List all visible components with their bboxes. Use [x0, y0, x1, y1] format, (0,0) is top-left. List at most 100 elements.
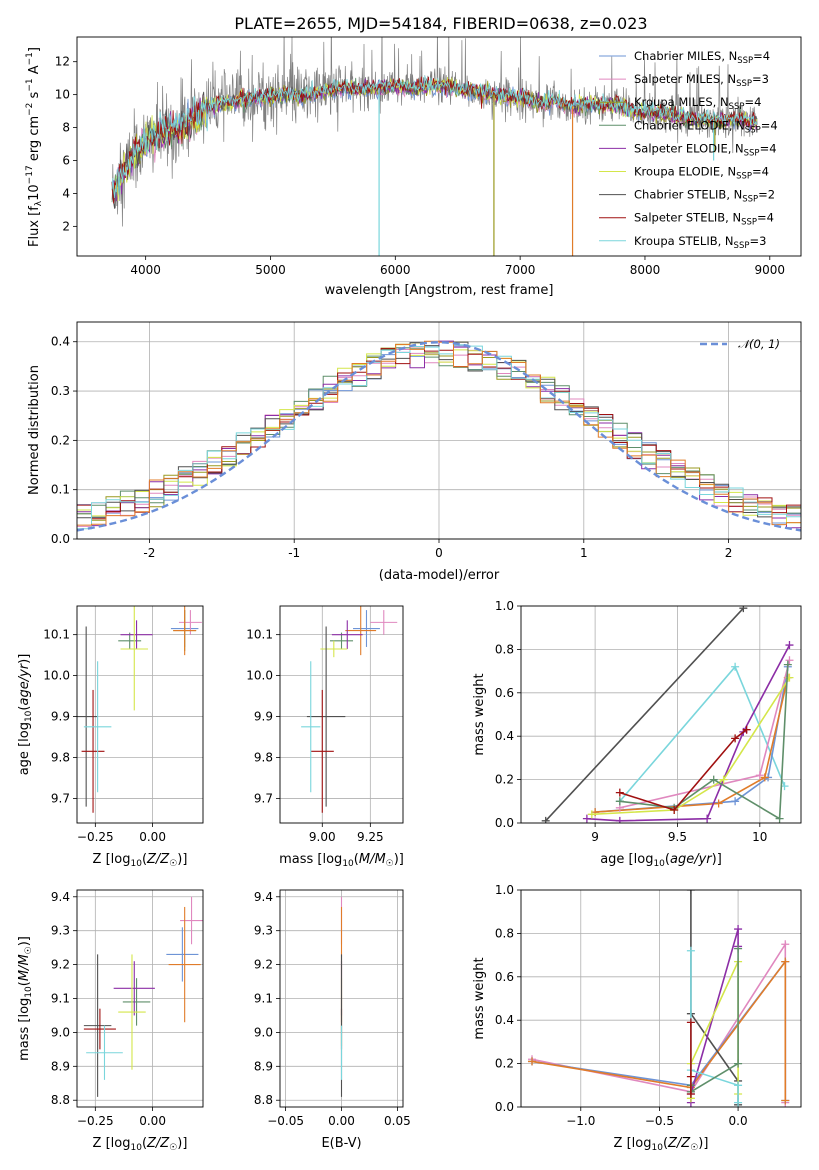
x-axis-label: E(B-V)	[321, 1136, 361, 1151]
weight-marker	[781, 940, 790, 949]
y-tick-label: 0.0	[51, 532, 70, 546]
weight-marker	[755, 771, 764, 780]
spectrum-panel: 4000 5000 6000 7000 8000 9000 2 4 6 8 10 12 waveleng…	[25, 36, 802, 298]
y-tick-label: 2	[62, 219, 70, 233]
x-tick-label: 9000	[755, 263, 786, 277]
x-tick-label: 6000	[380, 263, 411, 277]
legend-entry: 𝒩(0, 1)	[738, 337, 780, 351]
y-axis-label: mass weight	[472, 957, 487, 1039]
weight-marker	[703, 814, 712, 823]
x-tick-label: -2	[143, 546, 155, 560]
y-tick-label: 0.4	[495, 729, 514, 743]
weight-marker	[739, 606, 748, 613]
y-tick-label: 0.8	[495, 926, 514, 940]
legend-entry: Kroupa ELODIE, NSSP=4	[634, 165, 769, 182]
legend-entry: Salpeter MILES, NSSP=3	[634, 72, 769, 89]
x-tick-label: −0.5	[645, 1114, 674, 1128]
x-tick-label: 7000	[505, 263, 536, 277]
legend-entry: Chabrier ELODIE, NSSP=4	[634, 118, 778, 135]
weight-marker	[734, 1098, 743, 1107]
axes-frame	[76, 605, 204, 824]
model-spectrum-line	[111, 74, 758, 199]
y-tick-label: 9.3	[254, 924, 273, 938]
weight-marker	[686, 946, 695, 955]
x-tick-label: 5000	[255, 263, 286, 277]
legend-entry: Salpeter STELIB, NSSP=4	[634, 211, 774, 228]
weight-marker	[686, 1089, 695, 1098]
x-axis-label: Z [log10(Z/Z☉)]	[93, 1136, 188, 1153]
plot-area	[541, 606, 794, 823]
y-tick-label: 1.0	[495, 599, 514, 613]
y-tick-label: 12	[55, 55, 70, 69]
axes-frame	[520, 889, 802, 1108]
y-tick-label: 9.1	[254, 992, 273, 1006]
y-tick-label: 10.1	[246, 628, 273, 642]
age-vs-metallicity-panel: −0.25 0.00 9.7 9.8 9.9 10.0 10.1 Z [log10(Z/Z☉)…	[17, 605, 204, 869]
axes-frame	[76, 321, 802, 540]
weight-series-line	[545, 607, 744, 822]
y-tick-label: 9.9	[51, 710, 70, 724]
legend-entry: Chabrier STELIB, NSSP=2	[634, 188, 775, 205]
weight-series-line	[531, 941, 787, 1103]
histogram-step-line	[77, 340, 801, 526]
y-tick-label: 10.0	[246, 669, 273, 683]
axes-frame	[279, 605, 404, 824]
x-tick-label: −1.0	[566, 1114, 595, 1128]
x-tick-label: 0	[435, 546, 443, 560]
weight-marker	[734, 1059, 743, 1068]
x-tick-label: 9	[591, 830, 599, 844]
x-tick-label: 9.00	[309, 830, 336, 844]
grid-lines	[77, 606, 203, 823]
weight-marker	[775, 814, 784, 823]
x-tick-label: 1	[580, 546, 588, 560]
weight-marker	[731, 662, 740, 671]
y-axis-label: mass weight	[472, 673, 487, 755]
y-tick-label: 9.4	[51, 890, 70, 904]
plot-area	[83, 896, 203, 1097]
y-tick-label: 0.3	[51, 384, 70, 398]
weight-marker	[731, 797, 740, 806]
legend-entry: Chabrier MILES, NSSP=4	[634, 49, 770, 66]
weight-marker	[615, 788, 624, 797]
y-tick-label: 9.8	[254, 750, 273, 764]
x-tick-label: −0.25	[77, 1114, 114, 1128]
x-tick-label: 10	[752, 830, 767, 844]
y-tick-label: 8.8	[51, 1093, 70, 1107]
plot-area	[77, 606, 202, 813]
y-tick-label: 9.0	[254, 1025, 273, 1039]
x-tick-label: -1	[288, 546, 300, 560]
y-tick-label: 0.6	[495, 686, 514, 700]
plot-area	[77, 340, 801, 532]
y-tick-label: 0.0	[495, 816, 514, 830]
y-axis-label: Flux [fλ10−17 erg cm−2 s−1 A−1]	[25, 47, 44, 247]
x-tick-label: 9.5	[668, 830, 687, 844]
x-tick-label: 4000	[130, 263, 161, 277]
weight-marker	[742, 725, 751, 734]
weight-marker	[781, 1096, 790, 1105]
y-tick-label: 6	[62, 153, 70, 167]
weight-marker	[734, 925, 743, 934]
age-vs-mass-panel: 9.00 9.25 9.7 9.8 9.9 10.0 10.1 mass [log10(M/M…	[246, 605, 404, 869]
x-tick-label: 0.05	[384, 1114, 411, 1128]
axes-frame	[76, 36, 802, 257]
legend-entry: Kroupa STELIB, NSSP=3	[634, 234, 766, 251]
y-tick-label: 8.9	[51, 1059, 70, 1073]
y-tick-label: 0.1	[51, 483, 70, 497]
y-tick-label: 8	[62, 121, 70, 135]
x-tick-label: 0.00	[139, 1114, 166, 1128]
y-tick-label: 0.4	[495, 1013, 514, 1027]
x-axis-label: age [log10(age/yr)]	[600, 852, 722, 869]
y-tick-label: 9.7	[254, 791, 273, 805]
figure-title: PLATE=2655, MJD=54184, FIBERID=0638, z=0…	[234, 14, 647, 33]
y-tick-label: 0.2	[495, 1057, 514, 1071]
model-spectrum-line	[111, 76, 758, 204]
weight-marker	[785, 656, 794, 665]
weight-vs-age-panel: 9 9.5 10 0.0 0.2 0.4 0.6 0.8 1.0 age [log10(age/y…	[472, 599, 802, 869]
plot-area	[528, 890, 790, 1107]
weight-marker	[719, 775, 728, 784]
x-tick-label: 0.00	[139, 830, 166, 844]
x-axis-label: (data-model)/error	[379, 568, 500, 583]
x-tick-label: 0.0	[729, 1114, 748, 1128]
x-tick-label: −0.25	[77, 830, 114, 844]
mass-vs-metallicity-panel: −0.25 0.00 8.8 8.9 9.0 9.1 9.2 9.3 9.4 Z [log10(Z…	[17, 889, 204, 1153]
